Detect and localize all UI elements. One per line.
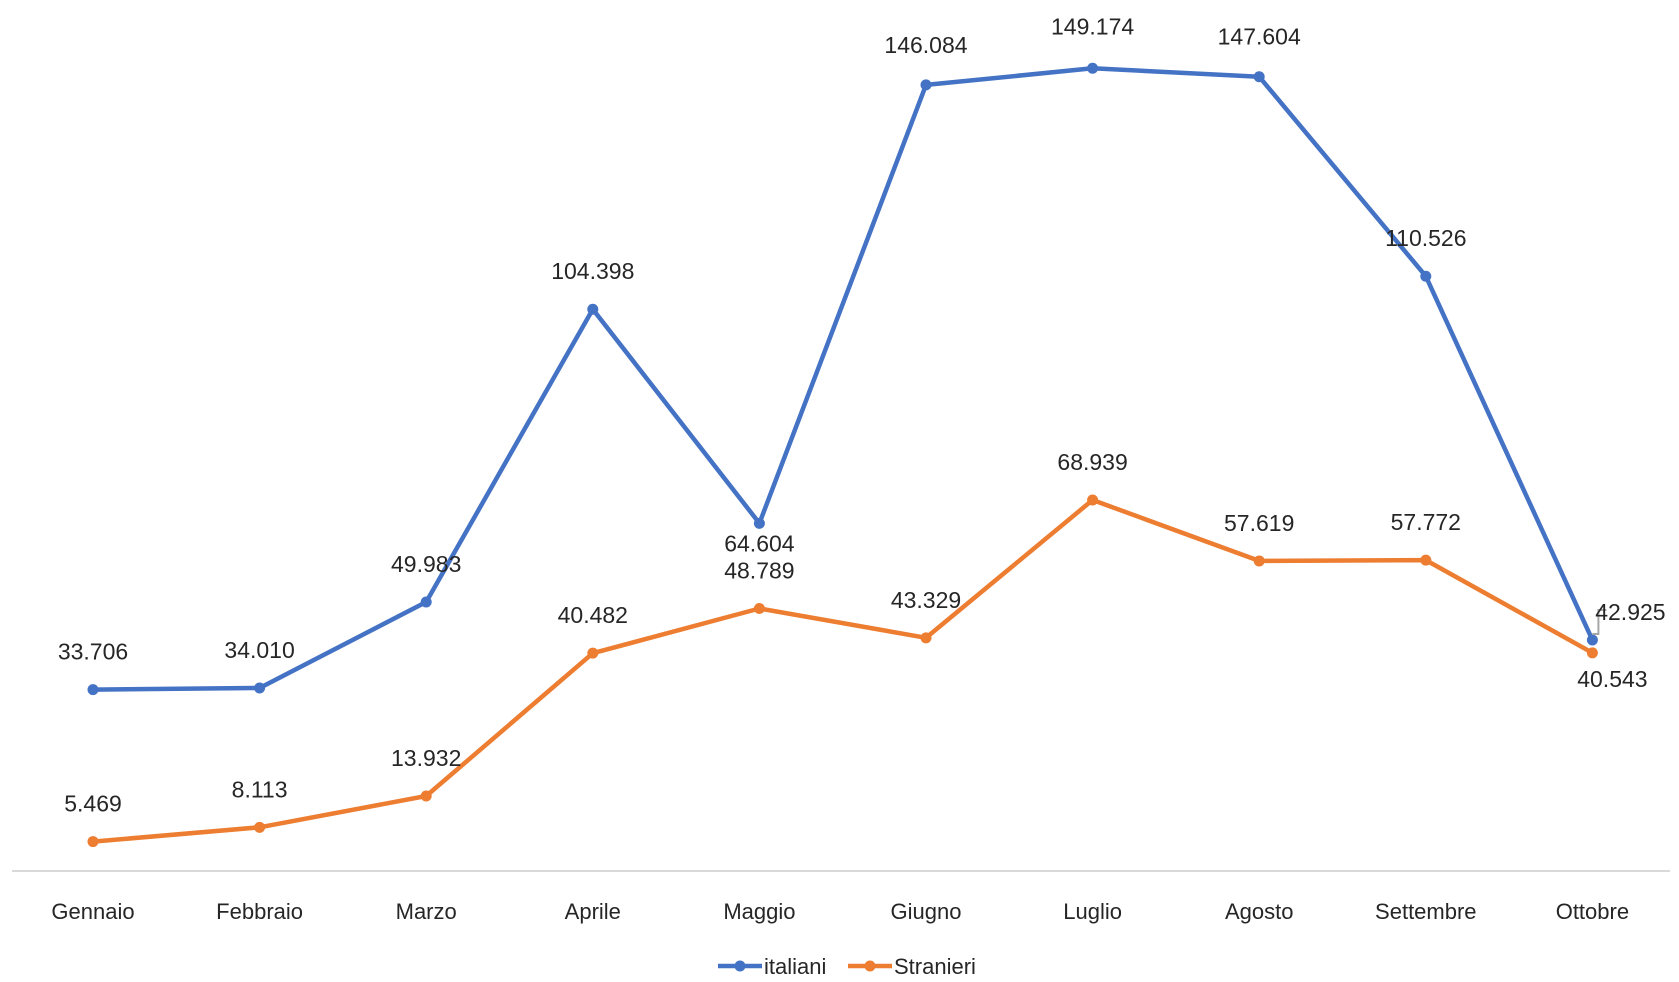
data-label: 147.604 bbox=[1218, 24, 1301, 50]
x-tick-label: Febbraio bbox=[216, 899, 303, 924]
legend-item: Stranieri bbox=[848, 954, 976, 979]
data-point bbox=[753, 517, 765, 529]
data-label: 149.174 bbox=[1051, 13, 1134, 39]
x-tick-label: Luglio bbox=[1063, 899, 1122, 924]
legend-label: italiani bbox=[764, 954, 826, 979]
data-point bbox=[1586, 634, 1598, 646]
data-point bbox=[587, 647, 599, 659]
data-label: 68.939 bbox=[1057, 449, 1127, 475]
data-point bbox=[87, 684, 99, 696]
data-label: 43.329 bbox=[891, 587, 961, 613]
data-label: 49.983 bbox=[391, 551, 461, 577]
data-label: 48.789 bbox=[724, 557, 794, 583]
x-tick-label: Maggio bbox=[723, 899, 795, 924]
data-point bbox=[1253, 555, 1265, 567]
data-label: 33.706 bbox=[58, 639, 128, 665]
series-layer: 33.706 34.010 49.983 104.398 64.604 146.084 14… bbox=[58, 13, 1666, 848]
data-label: 34.010 bbox=[224, 637, 294, 663]
data-label: 110.526 bbox=[1385, 225, 1466, 251]
data-label: 104.398 bbox=[551, 258, 634, 284]
data-label: 13.932 bbox=[391, 745, 461, 771]
data-point bbox=[1087, 494, 1099, 506]
x-tick-label: Settembre bbox=[1375, 899, 1477, 924]
data-label: 57.772 bbox=[1391, 509, 1461, 535]
series-line-italiani bbox=[90, 66, 1595, 692]
data-point bbox=[587, 303, 599, 315]
x-tick-label: Ottobre bbox=[1556, 899, 1629, 924]
x-tick-label: Giugno bbox=[891, 899, 962, 924]
leader-line bbox=[1592, 609, 1607, 636]
data-point bbox=[254, 821, 266, 833]
x-tick-label: Marzo bbox=[396, 899, 457, 924]
data-point bbox=[1087, 62, 1099, 74]
data-point bbox=[87, 836, 99, 848]
data-point bbox=[1420, 554, 1432, 566]
x-axis-ticks: Gennaio Febbraio Marzo Aprile Maggio Giugno Lu… bbox=[51, 899, 1629, 924]
data-label: 8.113 bbox=[232, 776, 288, 802]
legend-swatch-marker bbox=[864, 960, 876, 972]
legend-label: Stranieri bbox=[894, 954, 976, 979]
legend: italiani Stranieri bbox=[718, 954, 976, 979]
data-point bbox=[920, 632, 932, 644]
x-tick-label: Gennaio bbox=[51, 899, 134, 924]
data-point bbox=[753, 602, 765, 614]
data-label: 64.604 bbox=[724, 530, 795, 556]
data-label: 40.543 bbox=[1577, 666, 1647, 692]
data-point bbox=[920, 79, 932, 91]
data-point bbox=[254, 682, 266, 694]
data-label: 146.084 bbox=[884, 32, 967, 58]
data-label: 40.482 bbox=[558, 602, 628, 628]
legend-item: italiani bbox=[718, 954, 826, 979]
data-label: 42.925 bbox=[1595, 599, 1665, 625]
x-tick-label: Aprile bbox=[565, 899, 621, 924]
data-point bbox=[1586, 647, 1598, 659]
data-label: 57.619 bbox=[1224, 510, 1294, 536]
data-point bbox=[420, 596, 432, 608]
data-point bbox=[420, 790, 432, 802]
legend-swatch-marker bbox=[734, 960, 746, 972]
data-label: 5.469 bbox=[64, 791, 122, 817]
series-line-stranieri bbox=[90, 497, 1595, 844]
data-point bbox=[1253, 71, 1265, 83]
x-tick-label: Agosto bbox=[1225, 899, 1294, 924]
data-point bbox=[1420, 270, 1432, 282]
